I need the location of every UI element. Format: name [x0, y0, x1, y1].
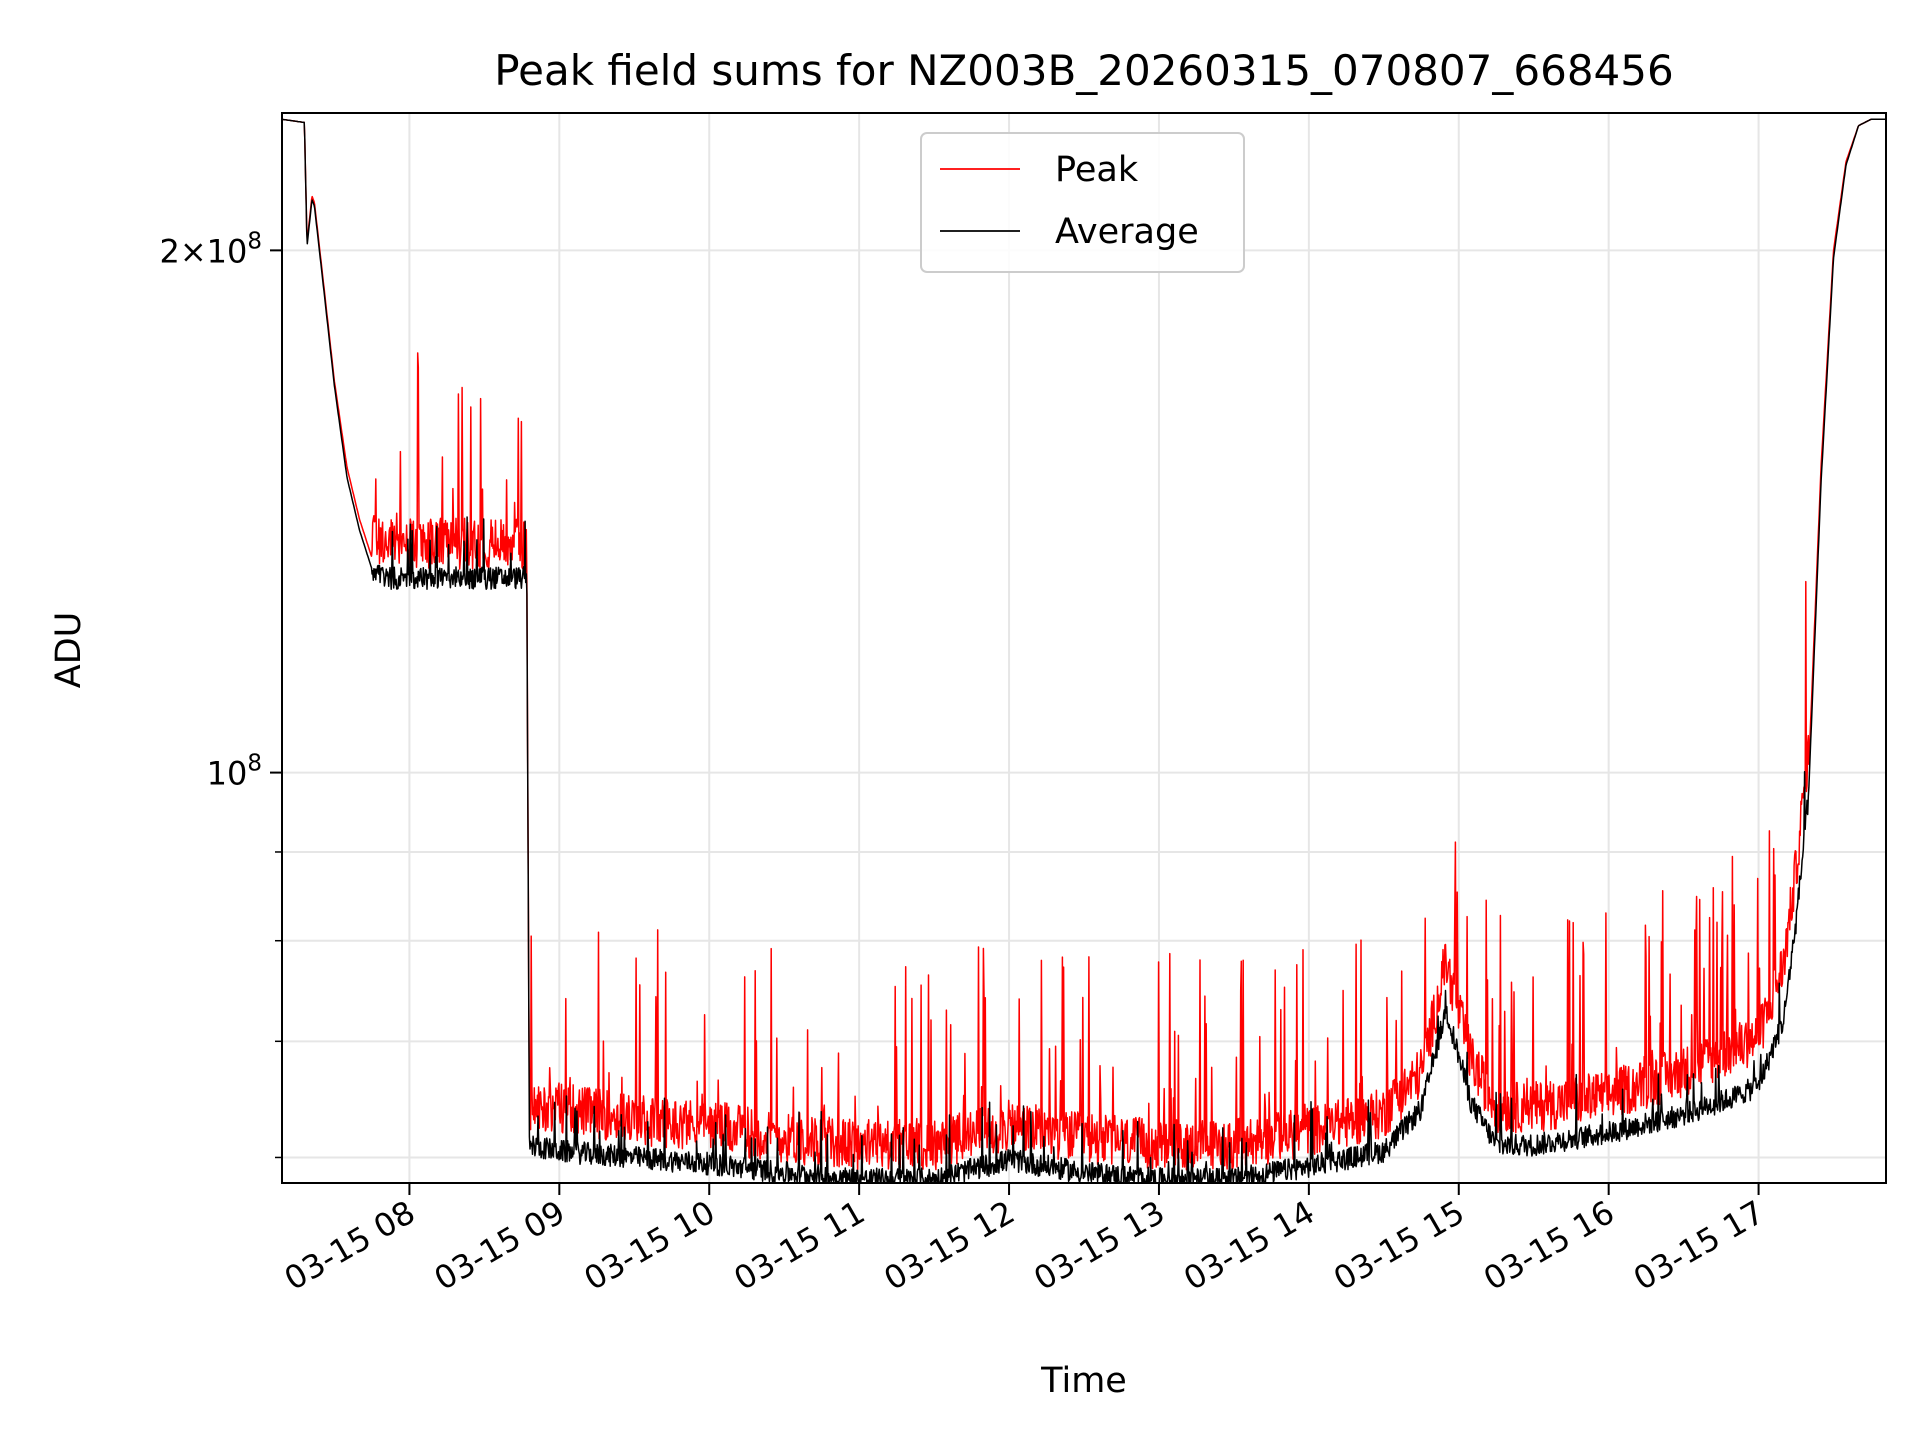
plot-frame: [281, 112, 1887, 1184]
series-layer: [281, 118, 1887, 1184]
legend: Peak Average: [920, 132, 1245, 273]
chart-title: Peak field sums for NZ003B_20260315_0708…: [494, 46, 1673, 95]
y-axis: 2×108 108: [159, 228, 282, 1159]
legend-box: [920, 132, 1245, 273]
y-axis-label: ADU: [49, 612, 89, 689]
legend-label: Peak: [1055, 150, 1139, 190]
legend-label: Average: [1055, 212, 1199, 252]
y-tick-label: 108: [207, 751, 262, 793]
x-axis-label: Time: [1040, 1361, 1127, 1401]
y-tick-label: 2×108: [159, 228, 262, 270]
series-line-peak: [281, 118, 1887, 1171]
series-line-average: [281, 118, 1887, 1184]
